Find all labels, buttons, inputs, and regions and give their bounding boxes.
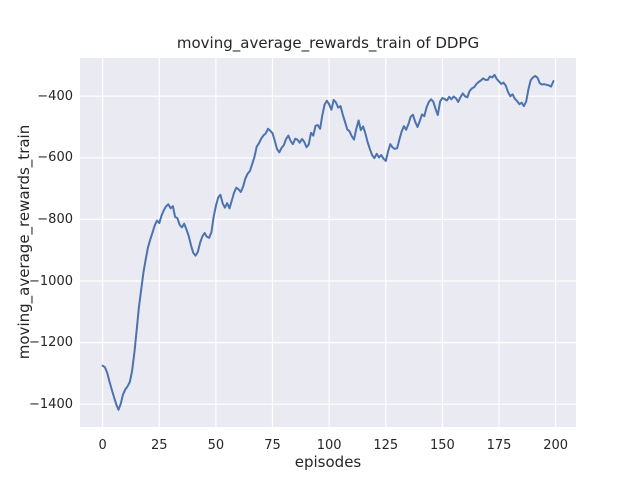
y-tick-label: −1000: [29, 273, 73, 289]
x-tick-label: 200: [543, 438, 569, 453]
y-tick-label: −1400: [29, 396, 73, 412]
plot-canvas: [80, 58, 576, 427]
x-tick-label: 25: [150, 438, 168, 453]
y-tick-label: −600: [37, 150, 73, 166]
y-tick-label: −400: [37, 88, 73, 104]
y-tick-label: −1200: [29, 335, 73, 351]
x-tick-label: 150: [429, 438, 455, 453]
plot-area: [80, 58, 576, 427]
x-tick-label: 75: [264, 438, 281, 453]
x-tick-label: 175: [486, 438, 512, 453]
x-tick-label: 50: [207, 438, 225, 453]
x-axis-label: episodes: [294, 453, 362, 471]
chart-title: moving_average_rewards_train of DDPG: [176, 34, 480, 52]
y-tick-label: −800: [37, 211, 73, 227]
reward-line: [101, 73, 555, 411]
x-tick-label: 100: [316, 438, 342, 453]
x-tick-label: 0: [98, 438, 107, 453]
x-tick-label: 125: [373, 438, 399, 453]
